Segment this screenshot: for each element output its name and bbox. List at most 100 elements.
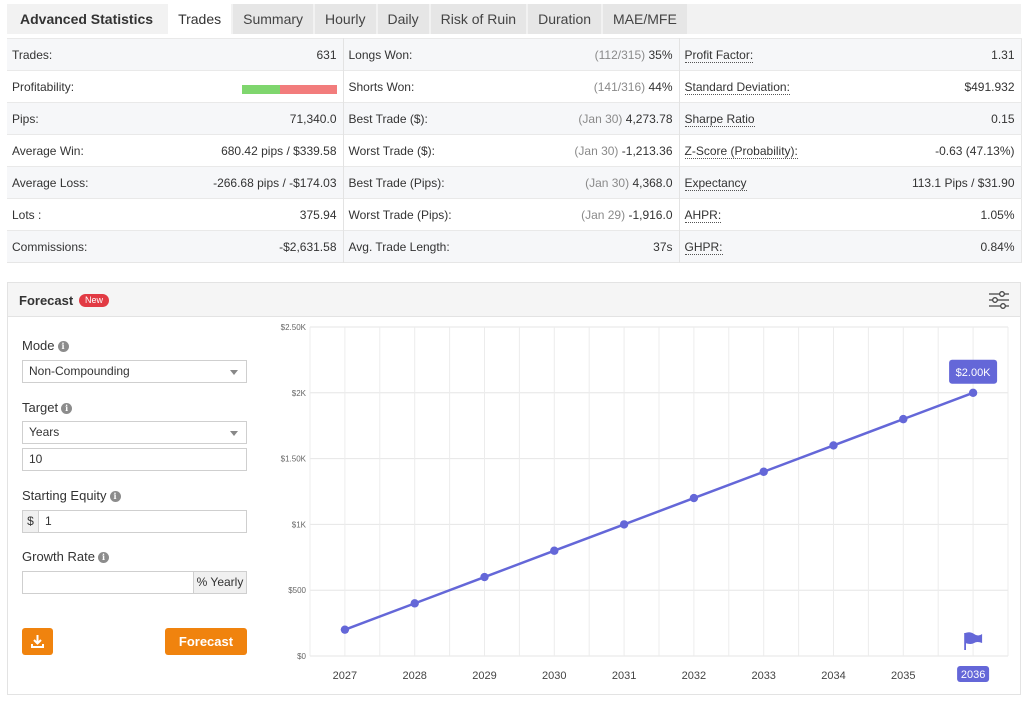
- starting-equity-input[interactable]: 1: [38, 510, 247, 533]
- target-value-input[interactable]: 10: [22, 448, 247, 471]
- stat-value: 1.05%: [879, 198, 1021, 231]
- stat-label-text: Pips:: [12, 111, 39, 126]
- stat-value-text: 113.1 Pips / $31.90: [911, 175, 1015, 190]
- tab-daily[interactable]: Daily: [377, 4, 429, 34]
- stat-label[interactable]: Standard Deviation:: [679, 70, 879, 103]
- stat-label: Average Loss:: [7, 166, 207, 199]
- info-icon[interactable]: i: [57, 341, 69, 352]
- stat-label-text: Best Trade (Pips):: [348, 175, 445, 190]
- stat-label: Best Trade ($):: [343, 102, 543, 135]
- tab-mae-mfe[interactable]: MAE/MFE: [603, 4, 687, 34]
- stat-value-text: 375.94: [299, 207, 337, 222]
- stat-label: Lots :: [7, 198, 207, 231]
- stat-value: 1.31: [879, 38, 1021, 71]
- stat-value: 680.42 pips / $339.58: [207, 134, 344, 167]
- stats-row: Average Loss: -266.68 pips / -$174.03 Best…: [7, 166, 1021, 199]
- stat-value: (Jan 29) -1,916.0: [543, 198, 680, 231]
- target-unit-select[interactable]: Years: [22, 421, 247, 444]
- chevron-down-icon: [230, 431, 238, 436]
- tab-duration[interactable]: Duration: [528, 4, 602, 34]
- stat-value-text: $491.932: [964, 79, 1015, 94]
- stat-value: -0.63 (47.13%): [879, 134, 1021, 167]
- stat-label: Best Trade (Pips):: [343, 166, 543, 199]
- info-icon[interactable]: i: [61, 403, 73, 414]
- currency-prefix: $: [22, 510, 39, 533]
- stat-label[interactable]: GHPR:: [679, 230, 879, 263]
- growth-rate-input[interactable]: [22, 571, 194, 594]
- statistics-title: Advanced Statistics: [7, 4, 167, 34]
- download-icon: [31, 635, 44, 648]
- stat-value-text: 44%: [648, 79, 673, 94]
- stat-value-text: -0.63 (47.13%): [935, 143, 1015, 158]
- forecast-title: Forecast: [19, 293, 74, 308]
- advanced-statistics-table: Trades: 631 Longs Won: (112/315) 35% Profit …: [7, 38, 1022, 263]
- stat-value: (141/316) 44%: [543, 70, 680, 103]
- starting-equity-label: Starting Equity i: [22, 488, 121, 503]
- stat-label[interactable]: Sharpe Ratio: [679, 102, 879, 135]
- stat-muted: (112/315): [594, 47, 646, 62]
- tab-risk-of-ruin[interactable]: Risk of Ruin: [430, 4, 527, 34]
- stat-label: Pips:: [7, 102, 207, 135]
- stat-label: Worst Trade ($):: [343, 134, 543, 167]
- stat-muted: (Jan 30): [585, 175, 630, 190]
- stat-value: (Jan 30) -1,213.36: [543, 134, 680, 167]
- forecast-panel: Forecast New Mode i Non-Compounding Targe…: [7, 282, 1021, 695]
- stat-value: 0.84%: [879, 230, 1021, 263]
- stat-value-text: 680.42 pips / $339.58: [221, 143, 337, 158]
- stat-label-text: Best Trade ($):: [348, 111, 428, 126]
- stat-muted: (Jan 30): [578, 111, 623, 126]
- stats-row: Lots : 375.94 Worst Trade (Pips): (Jan 29) …: [7, 198, 1021, 231]
- stat-value: (Jan 30) 4,273.78: [543, 102, 680, 135]
- stats-row: Profitability: Shorts Won: (141/316) 44% St…: [7, 70, 1021, 103]
- stat-label[interactable]: AHPR:: [679, 198, 879, 231]
- stat-value-text: -266.68 pips / -$174.03: [213, 175, 337, 190]
- mode-label: Mode i: [22, 338, 69, 353]
- stat-label-text: Commissions:: [12, 239, 88, 254]
- stat-value-text: 1.05%: [980, 207, 1015, 222]
- stat-label-text: Trades:: [12, 47, 53, 62]
- stat-value-text: 631: [316, 47, 337, 62]
- tab-summary[interactable]: Summary: [233, 4, 314, 34]
- stat-value-text: 0.15: [991, 111, 1015, 126]
- stat-label[interactable]: Expectancy: [679, 166, 879, 199]
- stat-label[interactable]: Z-Score (Probability):: [679, 134, 879, 167]
- chevron-down-icon: [230, 370, 238, 375]
- download-button[interactable]: [22, 628, 53, 655]
- stat-label-text: Longs Won:: [348, 47, 413, 62]
- stat-muted: (141/316): [593, 79, 646, 94]
- target-label: Target i: [22, 400, 73, 415]
- stat-value: 113.1 Pips / $31.90: [879, 166, 1021, 199]
- tab-hourly[interactable]: Hourly: [315, 4, 376, 34]
- stats-row: Average Win: 680.42 pips / $339.58 Worst T…: [7, 134, 1021, 167]
- stat-value-text: 4,273.78: [625, 111, 673, 126]
- growth-rate-label: Growth Rate i: [22, 549, 109, 564]
- sliders-icon[interactable]: [988, 290, 1010, 310]
- info-icon[interactable]: i: [109, 491, 121, 502]
- stat-label-text: Average Loss:: [12, 175, 89, 190]
- stat-label: Avg. Trade Length:: [343, 230, 543, 263]
- statistics-tab-bar: Advanced Statistics Trades Summary Hourly Da…: [7, 4, 1021, 34]
- stat-label-text: Shorts Won:: [348, 79, 415, 94]
- info-icon[interactable]: i: [97, 552, 109, 563]
- new-badge: New: [79, 294, 110, 307]
- stat-value-text: 0.84%: [980, 239, 1015, 254]
- stat-value-text: 37s: [653, 239, 673, 254]
- stat-value: 375.94: [207, 198, 344, 231]
- stat-label: Worst Trade (Pips):: [343, 198, 543, 231]
- stat-value-text: 4,368.0: [632, 175, 673, 190]
- stat-label: Longs Won:: [343, 38, 543, 71]
- stat-value: 0.15: [879, 102, 1021, 135]
- mode-select[interactable]: Non-Compounding: [22, 360, 247, 383]
- stat-value-text: -1,916.0: [628, 207, 673, 222]
- forecast-button[interactable]: Forecast: [165, 628, 247, 655]
- stat-label-text: GHPR:: [684, 239, 723, 255]
- stat-label: Profitability:: [7, 70, 207, 103]
- stat-muted: (Jan 30): [574, 143, 619, 158]
- stat-label-text: Expectancy: [684, 175, 747, 191]
- stat-value: 37s: [543, 230, 680, 263]
- stat-label: Average Win:: [7, 134, 207, 167]
- tab-trades[interactable]: Trades: [168, 4, 232, 34]
- stat-label[interactable]: Profit Factor:: [679, 38, 879, 71]
- stat-label: Commissions:: [7, 230, 207, 263]
- stat-label-text: Profitability:: [12, 79, 75, 94]
